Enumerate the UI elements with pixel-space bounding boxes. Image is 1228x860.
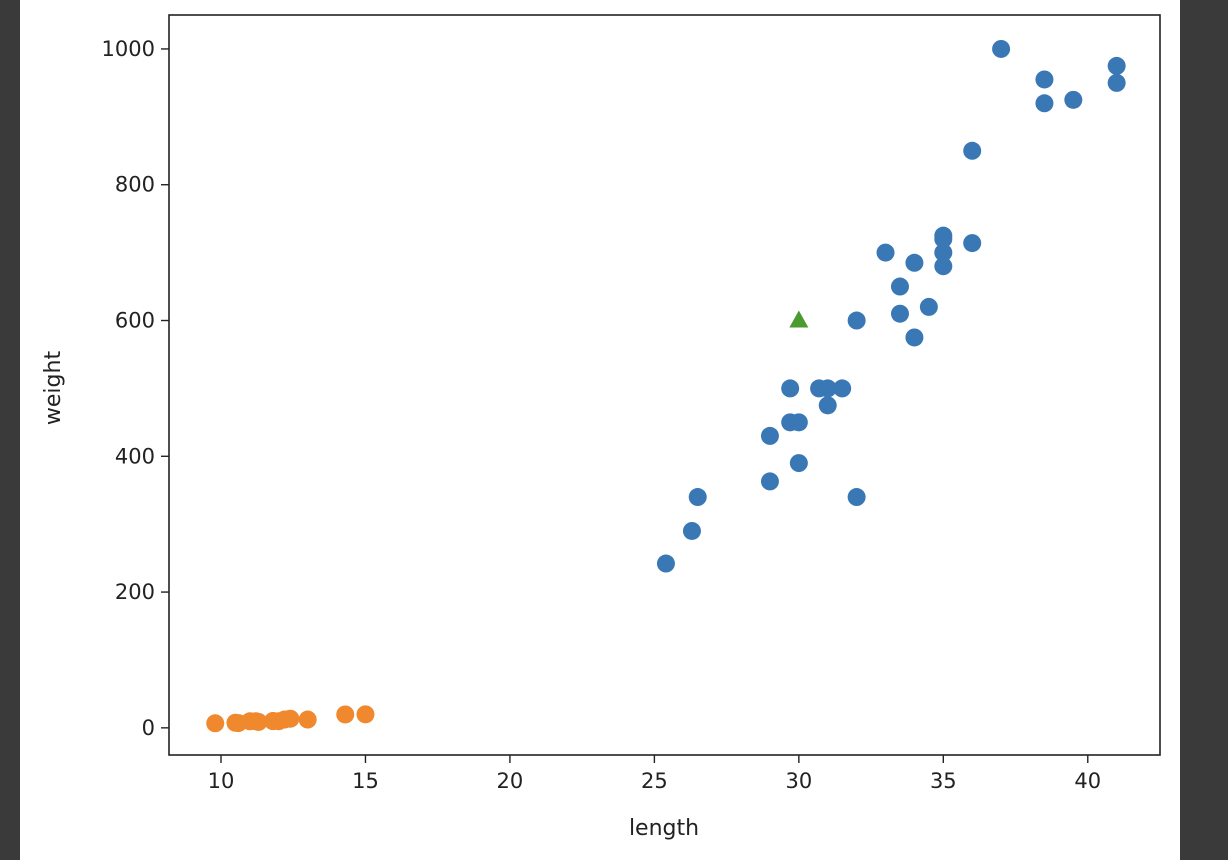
y-tick-label: 800	[115, 173, 155, 197]
scatter-point	[890, 277, 909, 296]
scatter-point	[1064, 90, 1083, 109]
plot-area-frame	[168, 14, 1161, 756]
y-tick-label: 200	[115, 580, 155, 604]
scatter-point	[688, 488, 707, 507]
scatter-point	[298, 710, 317, 729]
scatter-point	[356, 705, 375, 724]
scatter-point	[656, 554, 675, 573]
scatter-point	[760, 426, 779, 445]
scatter-series-0	[656, 39, 1126, 573]
scatter-series-2	[789, 310, 809, 328]
scatter-point	[789, 413, 808, 432]
x-tick-label: 35	[930, 769, 957, 793]
scatter-point	[682, 521, 701, 540]
scatter-point	[934, 230, 953, 249]
y-axis-label: weight	[41, 351, 66, 426]
scatter-point	[847, 488, 866, 507]
scatter-point	[760, 472, 779, 491]
scatter-series-1	[206, 705, 375, 733]
scatter-point	[847, 311, 866, 330]
scatter-point	[818, 396, 837, 415]
scatter-point	[963, 141, 982, 160]
chart-figure: 10 15 20 25 30 35 40 0 200 400 600 800 1000 length w…	[20, 0, 1180, 860]
x-tick-label: 40	[1074, 769, 1101, 793]
scatter-point	[781, 379, 800, 398]
scatter-point	[818, 379, 837, 398]
scatter-point	[905, 253, 924, 272]
y-tick-label: 1000	[102, 37, 155, 61]
scatter-point	[876, 243, 895, 262]
scatter-point	[206, 714, 225, 733]
y-tick-label: 600	[115, 309, 155, 333]
scatter-point	[1035, 70, 1054, 89]
scatter-point	[919, 297, 938, 316]
x-tick-label: 30	[785, 769, 812, 793]
y-tick-label: 0	[142, 716, 155, 740]
x-axis-label: length	[629, 816, 699, 841]
scatter-point	[963, 234, 982, 253]
scatter-point	[905, 328, 924, 347]
x-tick-label: 25	[641, 769, 668, 793]
x-tick-label: 10	[208, 769, 235, 793]
scatter-point	[934, 257, 953, 276]
scatter-point	[789, 454, 808, 473]
scatter-point	[992, 39, 1011, 58]
x-tick-label: 20	[497, 769, 524, 793]
scatter-point	[281, 709, 300, 728]
scatter-point	[249, 712, 268, 731]
x-tick-label: 15	[352, 769, 379, 793]
scatter-point	[890, 304, 909, 323]
scatter-point	[336, 705, 355, 724]
scatter-point	[1107, 56, 1126, 75]
scatter-point-triangle	[789, 310, 809, 328]
scatter-point	[1035, 94, 1054, 113]
scatter-point	[934, 243, 953, 262]
y-tick-label: 400	[115, 444, 155, 468]
scatter-point	[833, 379, 852, 398]
scatter-point	[1107, 73, 1126, 92]
